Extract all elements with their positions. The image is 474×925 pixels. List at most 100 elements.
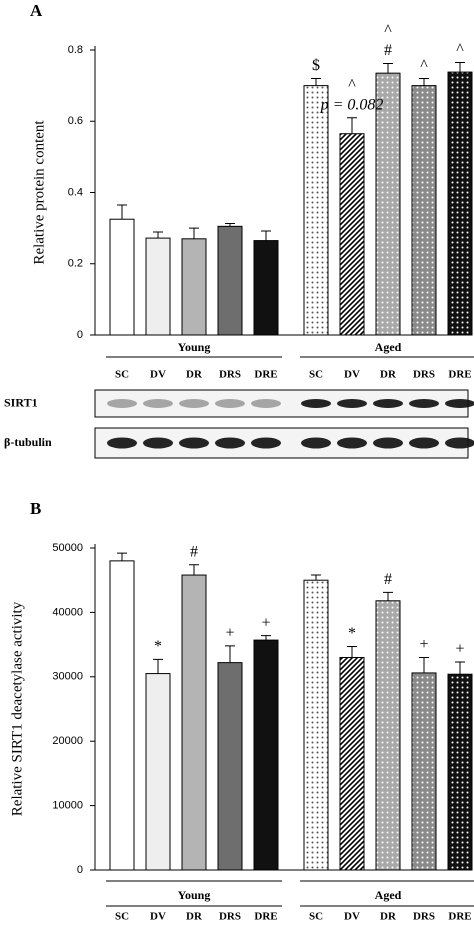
error-bar <box>419 78 429 86</box>
error-bar <box>153 231 163 239</box>
y-tick-label: 40000 <box>52 606 83 618</box>
blot-label: SIRT1 <box>4 395 38 409</box>
panel-label: B <box>30 499 41 518</box>
annotation: # <box>384 571 392 588</box>
annotation: + <box>419 636 428 653</box>
error-bar <box>225 645 235 663</box>
annotation: p = 0.082 <box>320 96 384 113</box>
blot-band <box>373 437 403 449</box>
x-tick-label: SC <box>115 369 129 381</box>
error-bar <box>347 646 357 658</box>
x-tick-label: DRS <box>219 369 241 381</box>
error-bar <box>189 564 199 576</box>
x-tick-label: DRS <box>413 911 435 923</box>
error-bar <box>455 61 465 73</box>
error-bar <box>347 117 357 134</box>
blot-band <box>445 437 474 449</box>
annotation: ^ <box>456 41 464 58</box>
x-tick-label: DRS <box>413 369 435 381</box>
error-bar <box>117 204 127 220</box>
y-tick-label: 20000 <box>52 735 83 747</box>
annotation: # <box>190 543 198 560</box>
bar <box>447 71 473 336</box>
blot-band <box>337 399 367 408</box>
annotation: # <box>384 42 392 59</box>
blot-band <box>143 399 173 408</box>
error-bar <box>153 658 163 674</box>
bar <box>145 673 171 871</box>
x-tick-label: DRS <box>219 911 241 923</box>
annotation: * <box>154 638 162 655</box>
annotation: ^ <box>348 76 356 93</box>
blot-band <box>179 437 209 449</box>
annotation: ^ <box>384 22 392 39</box>
bar <box>181 574 207 871</box>
bar <box>109 560 135 871</box>
y-tick-label: 30000 <box>52 671 83 683</box>
error-bar <box>455 661 465 675</box>
blot-band <box>373 399 403 408</box>
y-tick-label: 0.6 <box>68 115 83 127</box>
x-tick-label: DV <box>150 911 166 923</box>
annotation: + <box>455 641 464 658</box>
y-tick-label: 50000 <box>52 542 83 554</box>
bar <box>109 218 135 336</box>
y-tick-label: 0 <box>77 864 83 876</box>
blot-label: β-tubulin <box>4 435 52 449</box>
y-tick-label: 0.4 <box>68 186 83 198</box>
bar <box>253 240 279 336</box>
blot-band <box>143 437 173 449</box>
blot-band <box>107 437 137 449</box>
blot-band <box>301 399 331 408</box>
blot-band <box>409 437 439 449</box>
blot-band <box>107 399 137 408</box>
y-axis-label: Relative SIRT1 deacetylase activity <box>9 601 25 816</box>
bar <box>339 133 365 336</box>
x-tick-label: DR <box>186 369 203 381</box>
bar <box>303 579 329 871</box>
bar <box>181 238 207 336</box>
bar <box>145 237 171 336</box>
bar <box>339 656 365 871</box>
group-label: Aged <box>375 340 402 354</box>
y-tick-label: 0.8 <box>68 44 83 56</box>
error-bar <box>383 63 393 74</box>
x-tick-label: DRE <box>448 369 471 381</box>
x-tick-label: DV <box>344 911 360 923</box>
x-tick-label: DRE <box>448 911 471 923</box>
blot-frame <box>94 389 469 418</box>
bar <box>253 639 279 871</box>
bar <box>411 85 437 336</box>
annotation: ^ <box>420 57 428 74</box>
blot-band <box>337 437 367 449</box>
x-tick-label: DV <box>150 369 166 381</box>
blot-band <box>215 399 245 408</box>
error-bar <box>311 78 321 86</box>
blot-band <box>301 437 331 449</box>
blot-band <box>409 399 439 408</box>
blot-band <box>251 399 281 408</box>
x-tick-label: SC <box>115 911 129 923</box>
bar <box>447 673 473 871</box>
y-tick-label: 0 <box>77 329 83 341</box>
annotation: * <box>348 625 356 642</box>
x-tick-label: DV <box>344 369 360 381</box>
x-tick-label: DR <box>380 369 397 381</box>
annotation: $ <box>312 57 320 74</box>
y-tick-label: 0.2 <box>68 258 83 270</box>
annotation: + <box>225 625 234 642</box>
error-bar <box>383 591 393 601</box>
error-bar <box>311 574 321 581</box>
blot-band <box>179 399 209 408</box>
x-tick-label: SC <box>309 369 323 381</box>
y-axis-label: Relative protein content <box>31 120 47 265</box>
error-bar <box>419 656 429 673</box>
bar <box>303 85 329 336</box>
x-tick-label: DR <box>186 911 203 923</box>
bar <box>375 600 401 871</box>
group-label: Young <box>178 888 211 902</box>
error-bar <box>117 552 127 561</box>
group-label: Young <box>178 340 211 354</box>
x-tick-label: DR <box>380 911 397 923</box>
